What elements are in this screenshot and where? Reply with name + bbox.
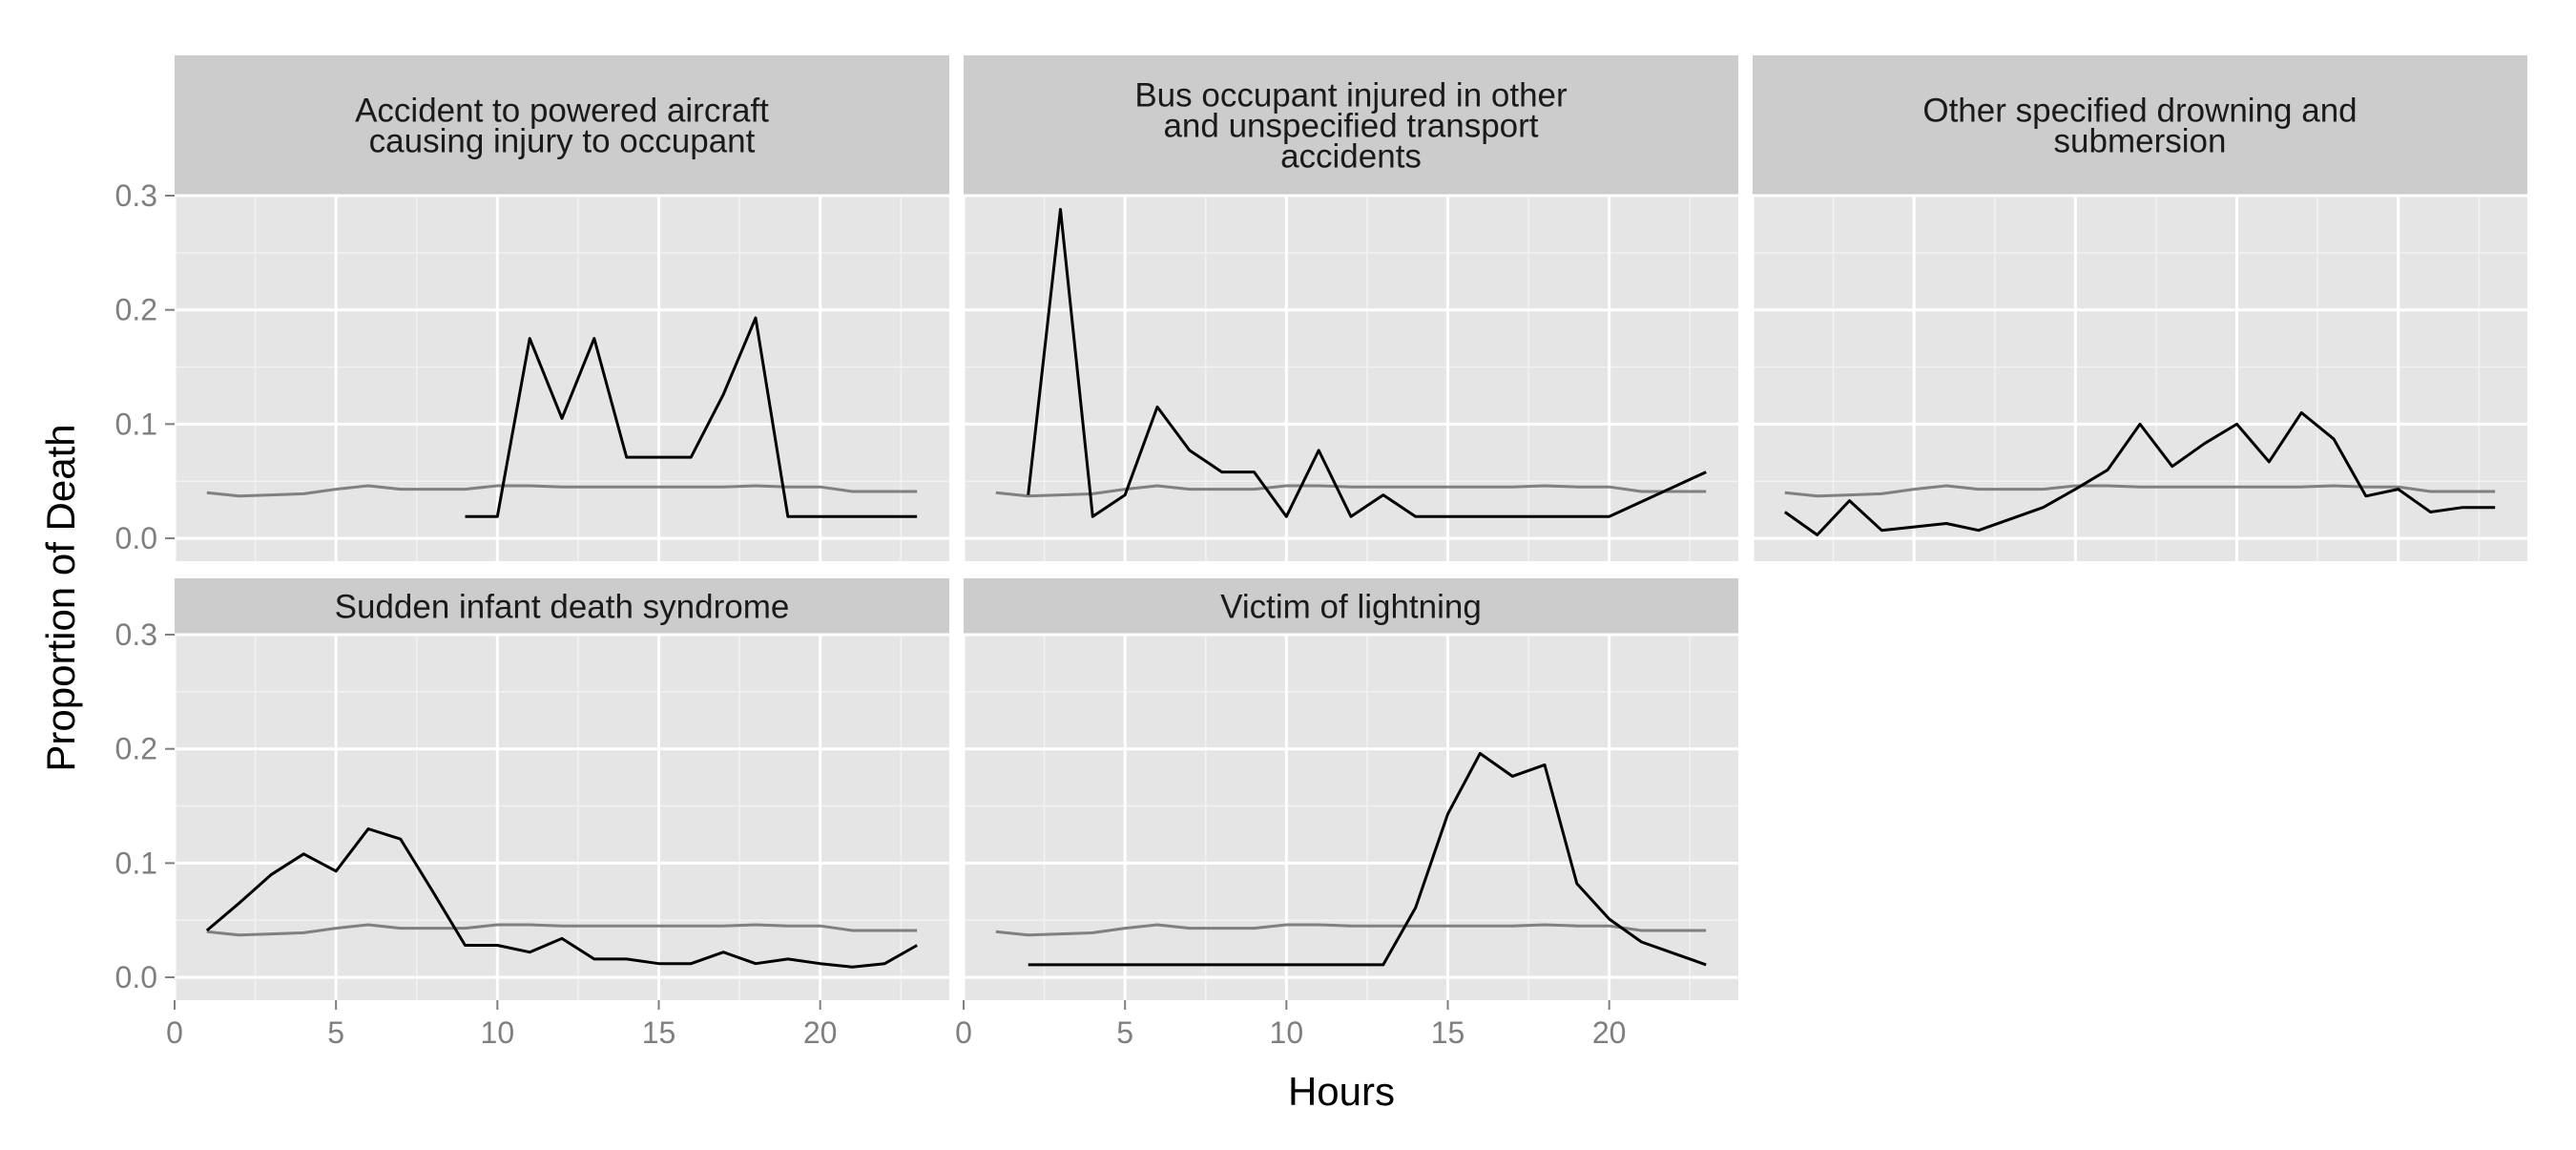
series-baseline-line [995, 484, 1707, 498]
series-line [465, 316, 918, 518]
x-tick-label: 10 [481, 1015, 515, 1050]
y-tick-label: 0.1 [115, 407, 157, 441]
x-tick-label: 20 [803, 1015, 838, 1050]
x-axis-title: Hours [1288, 1069, 1395, 1114]
facet-title: Other specified drowning and submersion [1922, 93, 2357, 160]
facet-title-line: causing injury to occupant [369, 123, 756, 160]
x-tick-label: 0 [955, 1015, 972, 1050]
x-tick-label: 15 [642, 1015, 676, 1050]
facet-title-line: submersion [2054, 123, 2227, 160]
x-tick-label: 5 [1116, 1015, 1133, 1050]
series-baseline-line [1784, 484, 2496, 498]
panel-background [175, 196, 949, 561]
x-tick-label: 0 [166, 1015, 183, 1050]
series-baseline-line [995, 923, 1707, 937]
series-line [1027, 207, 1707, 518]
facet-panel: Other specified drowning and submersion [1751, 55, 2527, 561]
facet-title-line: and unspecified transport [1163, 108, 1538, 145]
y-axis-title: Proportion of Death [38, 424, 83, 771]
panel-background [964, 635, 1738, 1000]
facet-title: Victim of lightning [1220, 589, 1482, 626]
facet-panel: Bus occupant injured in other and unspeci… [962, 55, 1738, 561]
y-tick-label: 0.0 [115, 521, 157, 555]
facet-strip [175, 578, 949, 635]
x-tick-label: 20 [1592, 1015, 1627, 1050]
x-tick-label: 10 [1270, 1015, 1304, 1050]
facet-title: Sudden infant death syndrome [335, 589, 790, 626]
y-tick-label: 0.3 [115, 617, 157, 652]
facet-strip [964, 55, 1738, 196]
y-tick-label: 0.1 [115, 846, 157, 880]
series-line [1028, 752, 1707, 967]
panel-background [964, 196, 1738, 561]
facet-panel: Accident to powered aircraft causing inju… [173, 55, 949, 561]
facet-title-line: Accident to powered aircraft [355, 93, 769, 130]
facet-title-line: Other specified drowning and [1922, 93, 2357, 130]
panel-background [175, 635, 949, 1000]
facet-strip [1753, 55, 2527, 196]
facet-title-line: Sudden infant death syndrome [335, 589, 790, 626]
series-line [205, 827, 918, 969]
facet-title-line: Bus occupant injured in other [1134, 77, 1568, 115]
series-line [1783, 410, 2496, 536]
y-tick-label: 0.2 [115, 732, 157, 766]
x-tick-label: 15 [1431, 1015, 1465, 1050]
y-tick-label: 0.3 [115, 178, 157, 213]
facet-title-line: Victim of lightning [1220, 589, 1482, 626]
y-tick-label: 0.0 [115, 960, 157, 994]
facet-panel: Victim of lightning [962, 578, 1738, 1000]
facet-title: Accident to powered aircraft causing inju… [355, 93, 769, 160]
facet-title-line: accidents [1280, 138, 1422, 176]
series-baseline-line [206, 923, 918, 937]
facet-strip [964, 578, 1738, 635]
x-tick-label: 5 [327, 1015, 344, 1050]
panel-background [1753, 196, 2527, 561]
series-baseline-line [206, 484, 918, 498]
facet-title: Bus occupant injured in other and unspeci… [1134, 77, 1568, 176]
y-tick-label: 0.2 [115, 293, 157, 327]
facet-strip [175, 55, 949, 196]
facet-panel: Sudden infant death syndrome [173, 578, 949, 1000]
